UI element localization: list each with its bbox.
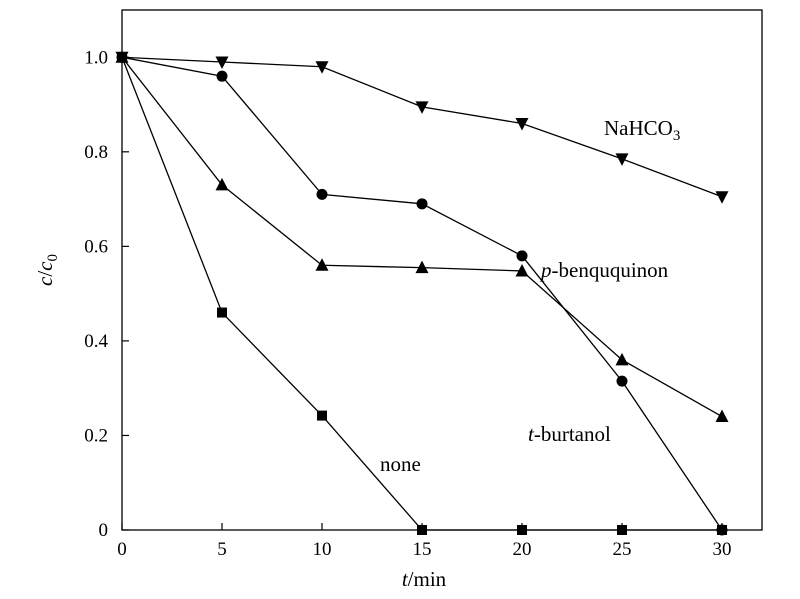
y-tick-label: 0 [99,520,109,541]
x-tick-label: 25 [613,539,632,560]
y-axis-label: c/c0 [33,254,61,286]
series-label-p-benququinon: p-benququinon [539,258,669,282]
y-tick-label: 1.0 [84,47,108,68]
data-point-nahco3 [315,61,329,74]
data-point-none [517,525,527,535]
data-point-p-benququinon [416,198,428,210]
x-tick-label: 15 [413,539,432,560]
data-point-none [417,525,427,535]
x-tick-label: 30 [713,539,732,560]
data-point-t-burtanol [615,352,629,366]
series-none [117,52,727,535]
x-axis-label: t/min [402,567,447,591]
series-label-nahco3: NaHCO3 [604,116,680,144]
data-point-nahco3 [715,191,729,204]
series-label-none: none [380,452,421,476]
x-tick-label: 5 [217,539,227,560]
data-point-p-benququinon [316,188,328,200]
data-point-t-burtanol [515,263,529,277]
data-point-none [317,410,327,421]
y-tick-label: 0.6 [84,236,108,257]
data-point-none [217,307,227,318]
data-point-p-benququinon [616,375,628,387]
x-tick-label: 10 [313,539,332,560]
x-tick-label: 20 [513,539,532,560]
x-tick-label: 0 [117,539,127,560]
y-tick-label: 0.8 [84,142,108,163]
data-point-none [117,52,127,63]
data-point-t-burtanol [315,258,329,271]
data-point-none [717,525,727,535]
data-point-nahco3 [215,56,229,69]
data-point-none [617,525,627,535]
data-point-t-burtanol [715,409,729,423]
data-point-nahco3 [415,101,429,114]
data-point-nahco3 [515,117,529,131]
series-labels: NaHCO3 p-benququinon t-burtanol none [380,116,680,476]
data-point-t-burtanol [415,260,429,274]
y-tick-label: 0.4 [84,331,108,352]
data-point-nahco3 [615,153,629,166]
series-layer [115,50,729,536]
series-t-burtanol [115,50,729,423]
data-point-t-burtanol [215,177,229,191]
data-point-p-benququinon [216,70,228,82]
series-label-t-burtanol: t-burtanol [528,422,611,446]
y-tick-label: 0.2 [84,425,108,446]
data-point-p-benququinon [516,250,528,262]
